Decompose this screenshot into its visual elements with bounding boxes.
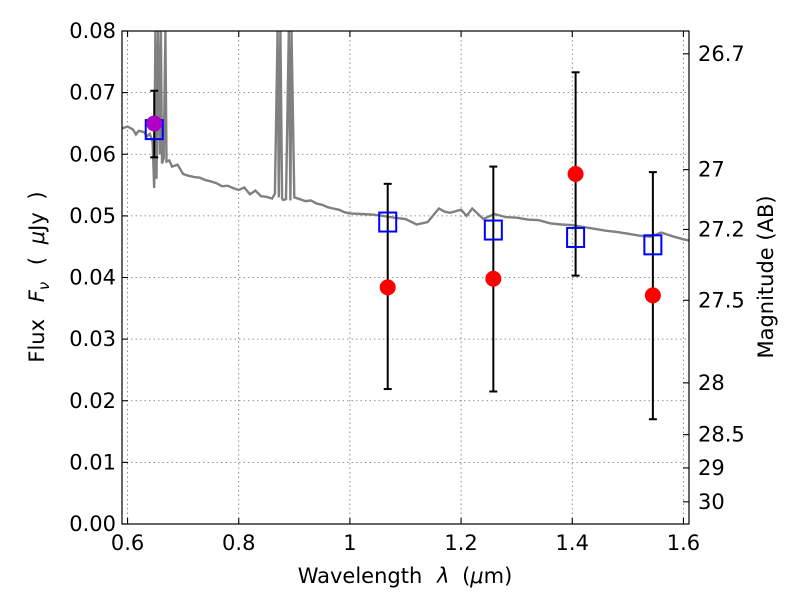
- y2-tick-label: 27: [698, 158, 725, 182]
- x-tick-label: 0.6: [111, 531, 144, 555]
- x-axis-unit-open: (: [462, 564, 470, 588]
- y-tick-label: 0.04: [69, 266, 116, 290]
- x-tick-label: 1: [343, 531, 356, 555]
- grid: [122, 30, 689, 525]
- y-axis-title: Flux Fν ( μJy ): [25, 191, 54, 362]
- observed-point: [485, 270, 502, 287]
- axes: 0.6 0.8 1 1.2 1.4 1.6 0.00 0.01 0.02 0.03 0.04 0.05…: [69, 19, 745, 555]
- spectrum-line: [122, 31, 689, 242]
- y-tick-label: 0.01: [69, 450, 116, 474]
- y-axis-unit-mu: μ: [25, 231, 49, 245]
- y2-tick-label: 28: [698, 371, 725, 395]
- y2-tick-label: 30: [698, 490, 725, 514]
- y-axis-unit-open: (: [25, 257, 49, 265]
- y2-tick-label: 26.7: [698, 42, 745, 66]
- x-tick-label: 1.4: [556, 531, 589, 555]
- error-bars: [150, 71, 657, 421]
- observed-point: [644, 287, 661, 304]
- x-axis-unit-rest: m): [484, 564, 513, 588]
- y-tick-label: 0.03: [69, 327, 116, 351]
- y-axis-unit-rest: Jy: [25, 212, 49, 233]
- x-axis-unit-mu: μ: [469, 564, 483, 588]
- y2-tick-label: 29: [698, 456, 725, 480]
- x-tick-label: 1.2: [444, 531, 477, 555]
- x-axis-title: Wavelength λ (μm): [298, 564, 513, 588]
- observed-point: [146, 115, 163, 132]
- y2-axis-title: Magnitude (AB): [754, 195, 778, 358]
- y-tick-label: 0.02: [69, 389, 116, 413]
- model-square: [566, 226, 586, 248]
- y-tick-label: 0.00: [69, 512, 116, 536]
- y-tick-label: 0.05: [69, 204, 116, 228]
- y-tick-label: 0.06: [69, 142, 116, 166]
- y-axis-symbol: F: [25, 289, 49, 302]
- x-axis-symbol: λ: [436, 564, 449, 588]
- y2-tick-label: 28.5: [698, 423, 745, 447]
- model-square: [378, 211, 398, 233]
- observed-point: [567, 165, 584, 182]
- y-axis-subscript: ν: [35, 282, 53, 290]
- y2-tick-label: 27.5: [698, 288, 745, 312]
- model-square: [643, 234, 663, 256]
- x-tick-label: 1.6: [667, 531, 700, 555]
- y-axis-label: Flux: [25, 319, 49, 363]
- observed-points: [146, 115, 661, 304]
- y-tick-label: 0.07: [69, 81, 116, 105]
- x-tick-label: 0.8: [222, 531, 255, 555]
- y-axis-unit-close: ): [25, 191, 49, 199]
- observed-point: [379, 279, 396, 296]
- y2-tick-label: 27.2: [698, 217, 745, 241]
- x-axis-label: Wavelength: [298, 564, 423, 588]
- y-tick-label: 0.08: [69, 19, 116, 43]
- model-spectrum: [122, 31, 689, 242]
- model-square: [483, 219, 503, 241]
